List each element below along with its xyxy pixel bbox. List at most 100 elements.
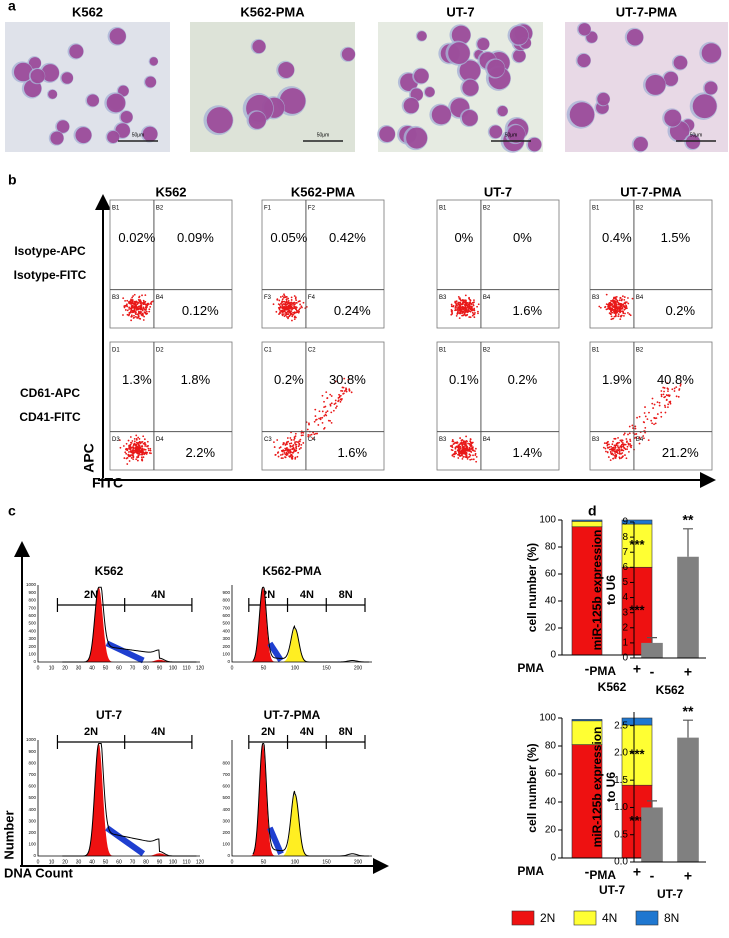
event-dot: [293, 295, 296, 297]
event-dot: [469, 301, 471, 304]
event-dot: [466, 301, 469, 304]
event-dot: [285, 451, 288, 454]
x-tick-label: 150: [322, 859, 331, 865]
event-dot: [621, 295, 624, 298]
event-dot: [337, 399, 340, 402]
event-dot: [131, 454, 134, 456]
event-dot: [123, 457, 126, 459]
event-dot: [319, 418, 322, 421]
event-dot: [669, 402, 672, 405]
event-dot: [451, 444, 454, 447]
quadrant-tag: B3: [439, 295, 447, 301]
histogram-fill: [146, 853, 173, 856]
event-dot: [128, 313, 131, 316]
event-dot: [291, 319, 293, 322]
event-dot: [454, 300, 457, 303]
event-dot: [294, 456, 297, 459]
event-dot: [667, 390, 669, 393]
event-dot: [469, 438, 472, 441]
event-dot: [608, 443, 610, 446]
event-dot: [617, 310, 620, 312]
gate-label: 4N: [151, 726, 165, 738]
event-dot: [144, 452, 147, 455]
event-dot: [606, 444, 609, 447]
plot-frame: [261, 341, 385, 471]
event-dot: [459, 446, 461, 448]
x-tick-label: 80: [143, 665, 149, 671]
event-dot: [664, 406, 667, 409]
quadrant-tag: B1: [592, 348, 600, 354]
event-dot: [335, 405, 338, 408]
event-dot: [451, 438, 454, 441]
event-dot: [644, 406, 646, 408]
event-dot: [625, 438, 628, 440]
event-dot: [124, 309, 127, 311]
chart-title: UT-7: [599, 883, 625, 897]
event-dot: [472, 446, 474, 449]
event-dot: [653, 423, 655, 426]
quadrant-tag: B2: [636, 206, 644, 212]
y-label: miR-125b expression: [590, 530, 604, 651]
event-dot: [290, 296, 293, 299]
quadrant-percent: 0.24%: [334, 303, 371, 318]
histogram-fill: [82, 743, 115, 856]
y-tick-label: 60: [545, 769, 557, 780]
x-tick-label: 30: [76, 665, 82, 671]
event-dot: [130, 314, 133, 317]
event-dot: [286, 302, 289, 305]
quadrant-tag: B2: [483, 348, 491, 354]
event-dot: [122, 445, 125, 447]
event-dot: [613, 315, 616, 318]
event-dot: [618, 456, 621, 459]
histogram-axes: [37, 740, 200, 857]
cell-nucleus: [704, 81, 718, 95]
event-dot: [131, 450, 134, 452]
x-tick-label: 120: [196, 859, 205, 865]
cell-nucleus: [50, 131, 64, 145]
panel-label: b: [8, 172, 17, 188]
event-dot: [292, 451, 294, 454]
event-dot: [458, 312, 461, 315]
x-label: PMA: [517, 864, 544, 878]
y-label: to U6: [604, 772, 618, 802]
y-tick-label: 1000: [26, 582, 37, 587]
cell-nucleus: [685, 134, 701, 150]
scale-bar-label: 50μm: [132, 132, 145, 138]
histogram-fill: [283, 628, 307, 662]
event-dot: [147, 447, 150, 450]
event-dot: [330, 421, 333, 424]
event-dot: [311, 437, 314, 440]
event-dot: [290, 301, 293, 304]
event-dot: [464, 294, 467, 297]
cell-nucleus: [86, 94, 100, 107]
event-dot: [295, 447, 298, 450]
quadrant-tag: B4: [636, 437, 644, 443]
event-dot: [146, 451, 149, 454]
event-dot: [281, 309, 284, 312]
quadrant-tag: F1: [264, 206, 272, 212]
column-title: UT-7-PMA: [620, 184, 682, 199]
event-dot: [469, 310, 472, 313]
cell-nucleus: [509, 26, 529, 45]
quadrant-percent: 2.2%: [185, 445, 215, 460]
event-dot: [458, 317, 461, 319]
event-dot: [295, 299, 298, 302]
event-dot: [463, 451, 465, 454]
event-dot: [653, 417, 656, 419]
event-dot: [326, 410, 329, 413]
x-tick-label: 70: [130, 859, 136, 865]
y-tick-label: 600: [28, 613, 36, 618]
x-tick-label: 70: [130, 665, 136, 671]
y-tick-label: 900: [28, 749, 36, 754]
event-dot: [474, 312, 476, 314]
event-dot: [456, 441, 459, 444]
event-dot: [610, 315, 613, 318]
event-dot: [129, 450, 132, 453]
event-dot: [295, 449, 298, 452]
event-dot: [293, 316, 296, 319]
event-dot: [279, 454, 282, 456]
histogram-fill: [283, 794, 307, 856]
event-dot: [287, 316, 290, 319]
event-dot: [616, 451, 618, 454]
event-dot: [314, 415, 317, 417]
